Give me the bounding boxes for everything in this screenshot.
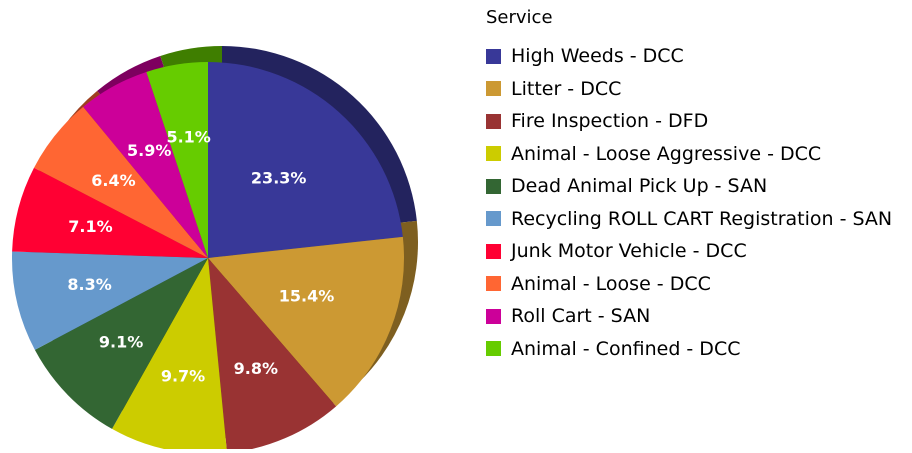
legend-title: Service bbox=[486, 7, 553, 28]
legend-item: High Weeds - DCC bbox=[486, 40, 892, 73]
legend-item: Animal - Loose - DCC bbox=[486, 268, 892, 301]
legend-swatch bbox=[486, 113, 501, 129]
legend-swatch bbox=[486, 211, 501, 227]
legend-label: Recycling ROLL CART Registration - SAN bbox=[511, 207, 893, 230]
legend-item: Dead Animal Pick Up - SAN bbox=[486, 170, 892, 203]
pie-slice[interactable] bbox=[34, 106, 208, 258]
legend-item: Animal - Loose Aggressive - DCC bbox=[486, 138, 892, 171]
legend-swatch bbox=[486, 146, 501, 162]
pie-slice[interactable] bbox=[112, 258, 228, 453]
legend-label: Animal - Confined - DCC bbox=[511, 337, 741, 360]
legend-swatch bbox=[486, 243, 501, 259]
legend-swatch bbox=[486, 341, 501, 357]
pie-data-label: 5.1% bbox=[166, 128, 210, 147]
pie-chart-svg: 23.3% 15.4% 9.8% 9.7% 9.1% 8.3% 7.1% 6.4% 5.9%5.… bbox=[12, 46, 418, 453]
pie-data-label: 23.3% bbox=[251, 169, 307, 188]
pie-slice[interactable] bbox=[83, 71, 208, 259]
pie-data-label: 9.8% bbox=[234, 359, 278, 378]
legend-items: High Weeds - DCC Litter - DCC Fire Inspect… bbox=[486, 40, 892, 365]
legend-label: Junk Motor Vehicle - DCC bbox=[511, 240, 747, 263]
legend-label: Fire Inspection - DFD bbox=[511, 110, 709, 133]
pie-slice[interactable] bbox=[146, 62, 208, 258]
pie-chart: 23.3% 15.4% 9.8% 9.7% 9.1% 8.3% 7.1% 6.4% 5.9% 5.… bbox=[0, 0, 460, 453]
legend-item: Animal - Confined - DCC bbox=[486, 333, 892, 366]
legend-label: Roll Cart - SAN bbox=[511, 305, 651, 328]
pie-data-label: 7.1% bbox=[68, 217, 112, 236]
pie-data-label: 9.1% bbox=[99, 332, 143, 351]
legend-label: Litter - DCC bbox=[511, 77, 622, 100]
legend-label: Dead Animal Pick Up - SAN bbox=[511, 175, 768, 198]
legend-item: Recycling ROLL CART Registration - SAN bbox=[486, 203, 892, 236]
legend-label: Animal - Loose - DCC bbox=[511, 272, 711, 295]
legend-item: Fire Inspection - DFD bbox=[486, 105, 892, 138]
pie-slice[interactable] bbox=[208, 62, 403, 258]
pie-slices bbox=[12, 62, 404, 453]
legend-swatch bbox=[486, 48, 501, 64]
pie-slice[interactable] bbox=[12, 167, 208, 258]
pie-data-label: 9.7% bbox=[161, 366, 205, 385]
pie-data-label: 15.4% bbox=[279, 286, 335, 305]
pie-slice[interactable] bbox=[12, 251, 209, 350]
legend-item: Roll Cart - SAN bbox=[486, 300, 892, 333]
legend-label: Animal - Loose Aggressive - DCC bbox=[511, 142, 822, 165]
pie-data-label: 5.9% bbox=[127, 141, 171, 160]
pie-slice[interactable] bbox=[208, 236, 404, 407]
legend-swatch bbox=[486, 276, 501, 292]
pie-data-labels: 23.3% 15.4% 9.8% 9.7% 9.1% 8.3% 7.1% 6.4% 5.9%5.… bbox=[67, 128, 334, 386]
pie-slice[interactable] bbox=[208, 258, 337, 453]
legend-swatch bbox=[486, 308, 501, 324]
pie-data-label: 8.3% bbox=[67, 275, 111, 294]
pie-data-label: 6.4% bbox=[91, 171, 135, 190]
legend-swatch bbox=[486, 178, 501, 194]
legend-item: Junk Motor Vehicle - DCC bbox=[486, 235, 892, 268]
legend-label: High Weeds - DCC bbox=[511, 45, 684, 68]
legend: Service High Weeds - DCC Litter - DCC Fire… bbox=[486, 6, 892, 365]
pie-slice[interactable] bbox=[34, 258, 208, 429]
legend-swatch bbox=[486, 81, 501, 97]
legend-item: Litter - DCC bbox=[486, 73, 892, 106]
